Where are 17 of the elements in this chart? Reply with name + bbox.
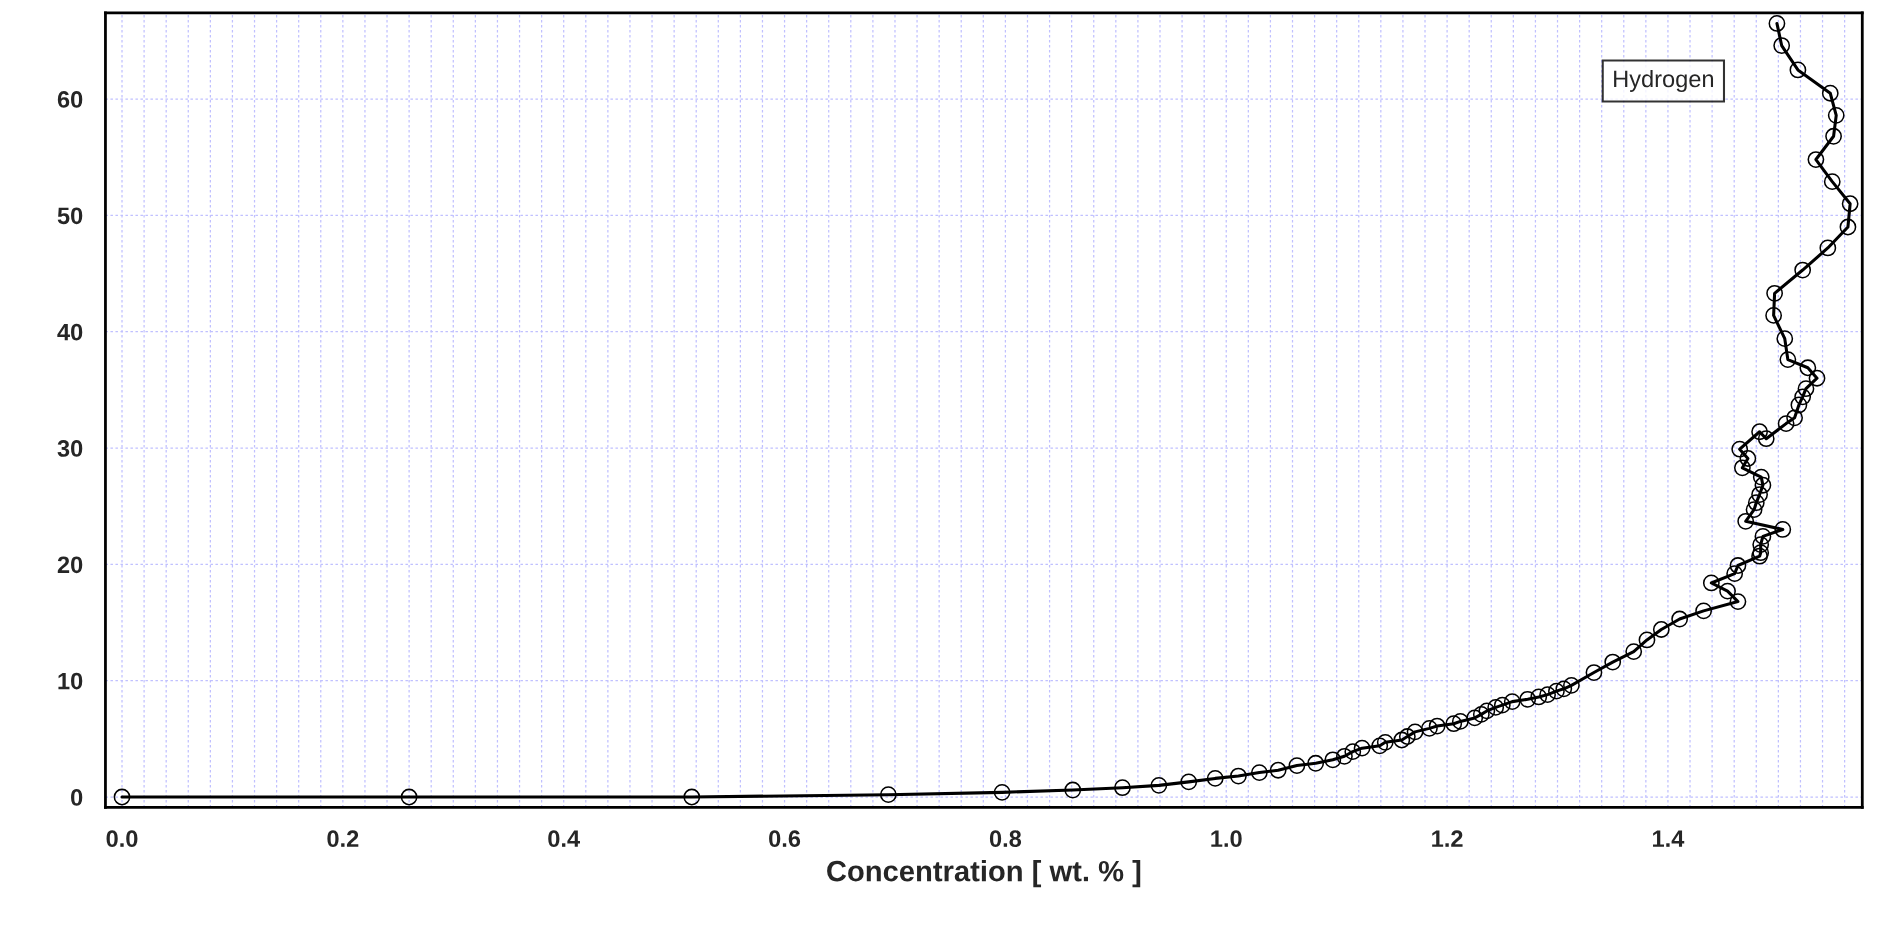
y-tick-label: 10: [58, 672, 83, 690]
y-tick-label: 30: [57, 440, 83, 457]
x-tick-label: 0.8: [989, 830, 1022, 848]
x-tick-label: 1.2: [1432, 830, 1463, 847]
x-tick-label: 0.6: [769, 830, 801, 848]
y-tick-label: 0: [71, 789, 83, 806]
x-tick-label: 0.0: [106, 830, 138, 848]
y-tick-label: 60: [57, 91, 83, 108]
text: Hydrogen: [1614, 69, 1714, 92]
y-tick-label: 20: [57, 556, 83, 574]
x-axis-title: Concentration [ wt. % ]: [827, 860, 1141, 888]
x-tick-label: 1.4: [1653, 830, 1685, 847]
x-tick-label: 0.2: [327, 830, 359, 848]
x-tick-label: 0.4: [548, 830, 580, 848]
x-tick-label: 1.0: [1211, 830, 1242, 848]
y-tick-label: 50: [57, 207, 83, 225]
y-tick-label: 40: [57, 323, 83, 341]
